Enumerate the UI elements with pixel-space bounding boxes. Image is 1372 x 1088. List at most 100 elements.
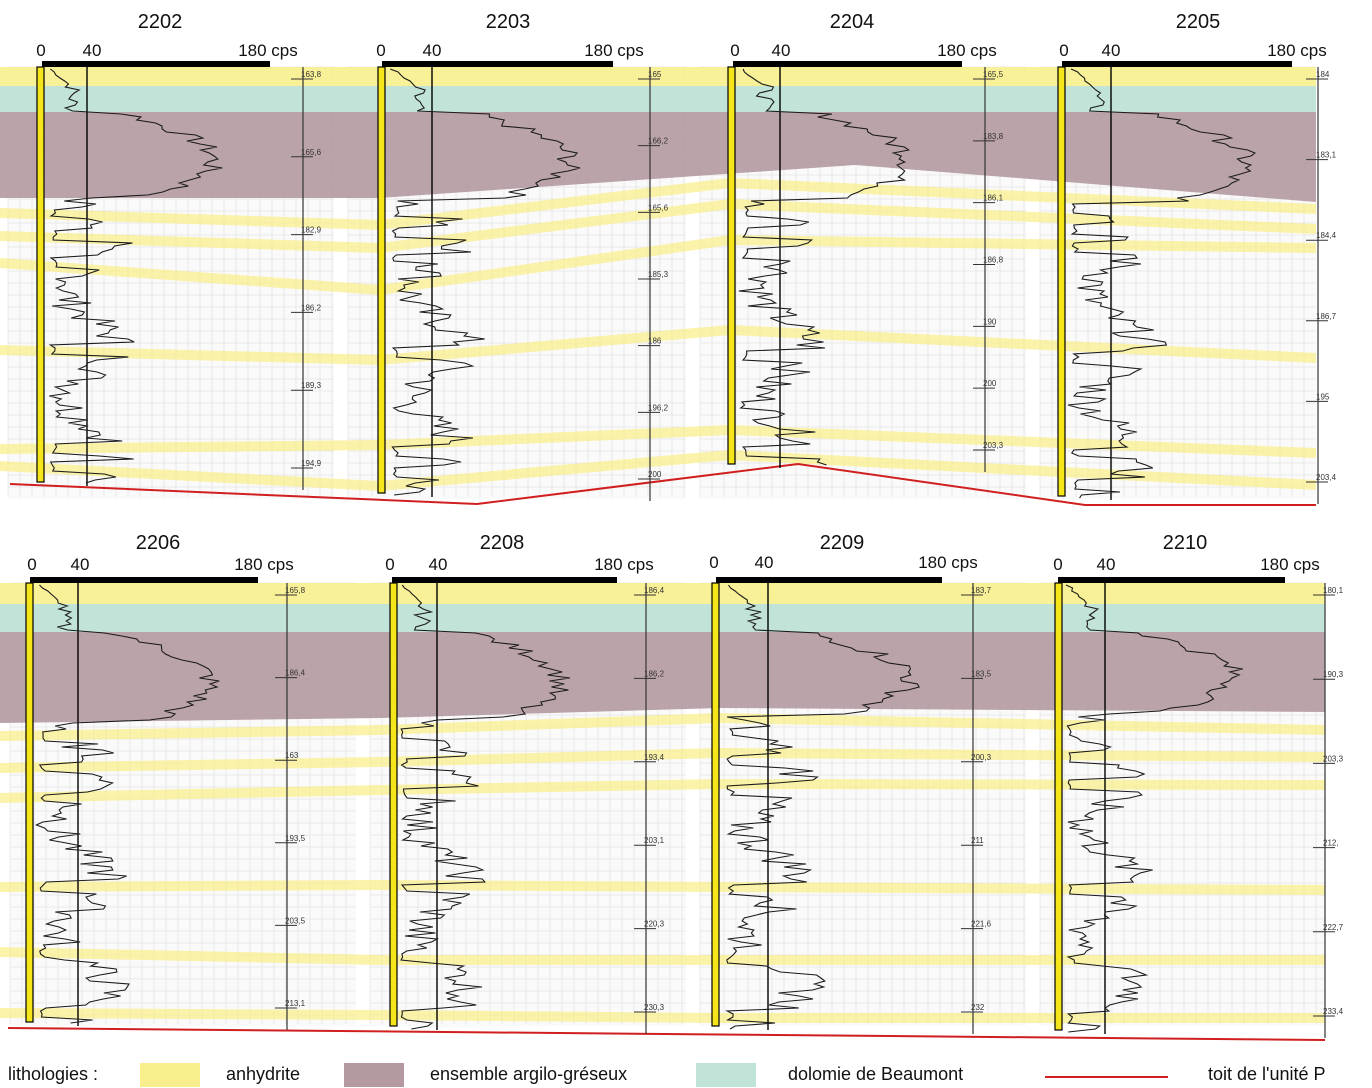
scale-min-label: 0	[709, 553, 718, 572]
depth-label: 203,3	[983, 441, 1004, 450]
log-2203: 2203 0 40 180 cps	[376, 11, 644, 60]
anhydrite-band-top	[0, 67, 1316, 86]
anhydrite-correlation-band	[0, 880, 1325, 895]
reference-track	[711, 582, 720, 1027]
gamma-ray-curve	[390, 68, 581, 496]
log-row-1: 2202 0 40 180 cps 2203 0 40 180 cps 2204…	[0, 11, 1337, 506]
gamma-ray-curve	[1065, 584, 1243, 1033]
anhydrite-correlation-band	[0, 235, 1316, 295]
scale-min-label: 0	[385, 555, 394, 574]
dolomie-band	[0, 86, 1316, 112]
depth-label: 184	[1316, 70, 1330, 79]
legend-swatch-argilo	[344, 1063, 404, 1087]
scale-mid-label: 40	[1102, 41, 1121, 60]
depth-label: 193,5	[285, 834, 306, 843]
scale-mid-label: 40	[755, 553, 774, 572]
depth-label: 165,8	[285, 586, 306, 595]
log-2205: 2205 0 40 180 cps	[1059, 11, 1327, 60]
scale-mid-label: 40	[71, 555, 90, 574]
scale-bar	[733, 61, 962, 67]
gamma-ray-curve	[725, 584, 920, 1030]
depth-label: 183,7	[971, 586, 992, 595]
scale-mid-label: 40	[429, 555, 448, 574]
depth-label: 190	[983, 317, 997, 326]
depth-label: 230,3	[644, 1003, 665, 1012]
gamma-ray-curve	[1067, 68, 1256, 499]
legend-swatch-anhydrite	[140, 1063, 200, 1087]
scale-max-label: 180 cps	[584, 41, 644, 60]
depth-label: 194,9	[301, 459, 322, 468]
reference-track	[377, 66, 386, 494]
log-curves-row-1: 163,8 165,6 182,9 186,2 189,3 194,9 165 166,2 16…	[9, 61, 1337, 506]
anhydrite-correlation-band	[0, 199, 1316, 253]
reference-track	[1054, 582, 1063, 1031]
reference-track	[1057, 66, 1066, 497]
scale-min-label: 0	[730, 41, 739, 60]
log-title: 2206	[136, 532, 181, 554]
reference-track	[389, 582, 398, 1027]
depth-label: 203,4	[1316, 473, 1337, 482]
depth-label: 180,1	[1323, 586, 1344, 595]
scale-max-label: 180 cps	[238, 41, 298, 60]
scale-bar	[42, 61, 270, 67]
depth-label: 165	[648, 70, 662, 79]
argilo-greseux-band	[0, 112, 1316, 202]
depth-label: 186,8	[983, 256, 1004, 265]
depth-label: 186,1	[983, 194, 1004, 203]
depth-label: 163,8	[301, 70, 322, 79]
log-curves-row-2: 165,8 186,4 163 193,5 203,5 213,1 186,4 186,2 19…	[7, 577, 1344, 1041]
log-title: 2205	[1176, 11, 1221, 33]
log-row-2: 2206 0 40 180 cps 2208 0 40 180 cps 2209…	[0, 532, 1344, 1041]
depth-label: 165,5	[983, 70, 1004, 79]
anhydrite-band-top	[0, 583, 1325, 604]
scale-mid-label: 40	[83, 41, 102, 60]
log-2208: 2208 0 40 180 cps	[385, 532, 654, 574]
scale-min-label: 0	[1053, 555, 1062, 574]
lithology-bands-row-1	[0, 66, 1316, 499]
scale-bar	[1058, 577, 1285, 583]
scale-max-label: 180 cps	[1267, 41, 1327, 60]
anhydrite-correlation-band	[0, 713, 1325, 741]
scale-min-label: 0	[27, 555, 36, 574]
log-title: 2208	[480, 532, 525, 554]
anhydrite-correlation-band	[0, 178, 1316, 230]
legend-label-anhydrite: anhydrite	[226, 1064, 300, 1084]
depth-label: 203,3	[1323, 754, 1344, 763]
depth-label: 211	[971, 836, 984, 845]
legend-label-toit: toit de l'unité P	[1208, 1064, 1326, 1084]
log-2209: 2209 0 40 180 cps	[709, 532, 978, 572]
scale-min-label: 0	[36, 41, 45, 60]
gamma-ray-curve	[400, 584, 571, 1030]
lithology-bands-row-2	[0, 582, 1325, 1026]
anhydrite-correlation-band	[0, 748, 1325, 773]
log-title: 2210	[1163, 532, 1208, 554]
depth-label: 213,1	[285, 999, 306, 1008]
legend: lithologies : anhydrite ensemble argilo-…	[8, 1063, 1326, 1087]
legend-swatch-dolomie	[696, 1063, 756, 1087]
scale-bar	[716, 577, 942, 583]
depth-label: 183,1	[1316, 151, 1337, 160]
legend-label-dolomie: dolomie de Beaumont	[788, 1064, 963, 1084]
toit-unite-p-line	[7, 1027, 1326, 1041]
reference-track	[36, 66, 45, 483]
depth-label: 200	[983, 379, 997, 388]
log-2204: 2204 0 40 180 cps	[730, 11, 997, 60]
depth-label: 212,	[1323, 839, 1339, 848]
depth-label: 190,3	[1323, 670, 1344, 679]
depth-label: 193,4	[644, 753, 665, 762]
depth-label: 183,8	[983, 132, 1004, 141]
reference-track	[25, 582, 34, 1023]
depth-label: 220,3	[644, 920, 665, 929]
log-title: 2204	[830, 11, 875, 33]
log-2202: 2202 0 40 180 cps	[36, 11, 298, 60]
anhydrite-correlation-band	[0, 450, 1316, 491]
depth-label: 182,9	[301, 226, 322, 235]
depth-label: 200,3	[971, 753, 992, 762]
argilo-greseux-band	[0, 632, 1325, 723]
depth-label: 165,6	[301, 148, 322, 157]
depth-label: 163	[285, 751, 299, 760]
depth-label: 203,5	[285, 916, 306, 925]
depth-label: 221,6	[971, 920, 992, 929]
log-title: 2202	[138, 11, 183, 33]
depth-label: 189,3	[301, 381, 322, 390]
